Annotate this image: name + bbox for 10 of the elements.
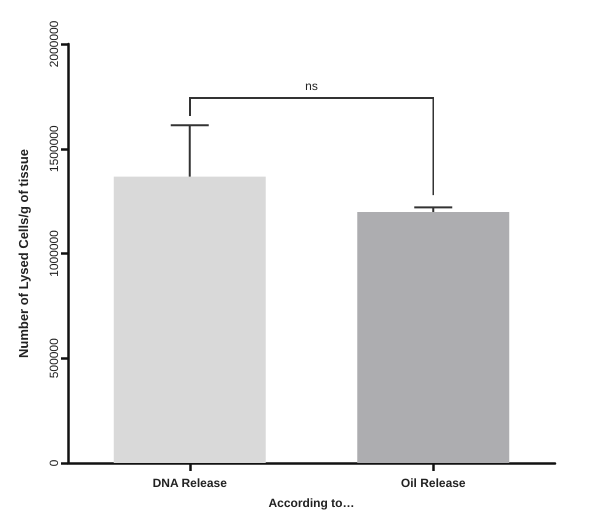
y-axis-title: Number of Lysed Cells/g of tissue xyxy=(16,148,31,358)
y-tick-label: 1000000 xyxy=(47,230,61,277)
x-tick-label: DNA Release xyxy=(152,476,228,490)
annotation: ns xyxy=(305,79,318,94)
y-tick-label: 2000000 xyxy=(47,20,61,68)
y-tick-label: 1500000 xyxy=(47,125,61,172)
y-tick-label: 500000 xyxy=(47,338,61,378)
x-tick-label: Oil Release xyxy=(400,476,466,490)
y-tick-label: 0 xyxy=(47,459,61,466)
x-axis-title: According to… xyxy=(268,496,354,510)
